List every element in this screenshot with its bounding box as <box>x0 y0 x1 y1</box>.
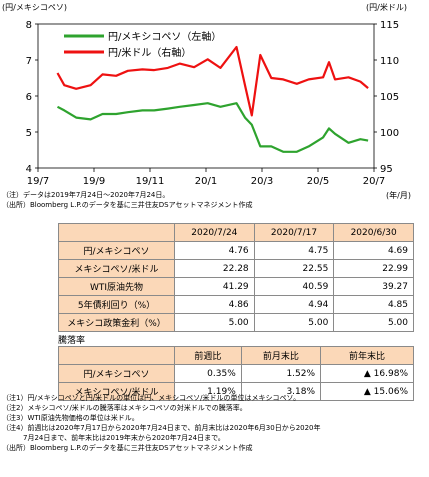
right-tick-label: 95 <box>380 164 393 175</box>
footnote-3: （注3）WTI原油先物価格の単位は米ドル。 <box>2 414 139 422</box>
table-cell: 39.27 <box>333 277 414 296</box>
footnote-1: （注1）円/メキシコペソと円/米ドルの単位は円、メキシコペソ/米ドルの単位はメキ… <box>2 394 301 402</box>
table-cell: 3.18% <box>240 382 322 401</box>
table-row: WTI原油先物 41.29 40.59 39.27 <box>58 277 414 296</box>
left-tick-label: 5 <box>26 128 32 139</box>
row-label: 円/メキシコペソ <box>58 364 175 383</box>
table-cell: 5.00 <box>253 313 335 332</box>
right-tick-label: 115 <box>380 20 399 31</box>
row-label: 円/メキシコペソ <box>58 241 175 260</box>
row-label: WTI原油先物 <box>58 277 175 296</box>
plot-frame <box>37 23 375 169</box>
row-label: メキシコ政策金利（%） <box>58 313 175 332</box>
row-label: 5年債利回り（%） <box>58 295 175 314</box>
table-header-blank <box>58 223 175 242</box>
row-label: メキシコペソ/米ドル <box>58 382 175 401</box>
left-tick-label: 6 <box>26 92 32 103</box>
market-data-table: 2020/7/24 2020/7/17 2020/6/30 円/メキシコペソ 4… <box>58 223 414 332</box>
right-tick-label: 110 <box>380 56 399 67</box>
x-tick-label: 19/11 <box>136 176 165 187</box>
usd-series-line <box>56 45 369 117</box>
left-tick-label: 8 <box>26 20 32 31</box>
table-header-cell: 前年末比 <box>320 346 414 365</box>
table-header-cell: 2020/6/30 <box>333 223 414 242</box>
row-label: メキシコペソ/米ドル <box>58 259 175 278</box>
legend: 円/メキシコペソ（左軸） 円/米ドル（右軸） <box>64 30 221 59</box>
table-header-cell: 前月末比 <box>240 346 322 365</box>
table-cell: 5.00 <box>333 313 414 332</box>
table-row: メキシコペソ/米ドル 1.19% 3.18% ▲ 15.06% <box>58 382 414 401</box>
table-row: 5年債利回り（%） 4.86 4.94 4.85 <box>58 295 414 314</box>
right-axis-unit: (円/米ドル) <box>366 2 407 12</box>
table-cell: 4.69 <box>333 241 414 260</box>
table-row: 円/メキシコペソ 4.76 4.75 4.69 <box>58 241 414 260</box>
table-header-cell: 2020/7/17 <box>253 223 335 242</box>
table-cell: 4.85 <box>333 295 414 314</box>
x-tick-label: 20/5 <box>307 176 329 187</box>
table-cell: 22.55 <box>253 259 335 278</box>
table-cell: ▲ 16.98% <box>320 364 414 383</box>
chart-note: （注）データは2019年7月24日～2020年7月24日。 <box>2 191 170 199</box>
footnote-4-cont: 7月24日まで、前年末比は2019年末から2020年7月24日まで。 <box>2 434 225 442</box>
x-tick-label: 20/1 <box>195 176 217 187</box>
left-axis-ticks: 4 5 6 7 8 <box>26 20 38 175</box>
change-rate-table: 前週比 前月末比 前年末比 円/メキシコペソ 0.35% 1.52% ▲ 16.… <box>58 346 414 401</box>
table-cell: ▲ 15.06% <box>320 382 414 401</box>
footnote-2: （注2）メキシコペソ/米ドルの騰落率はメキシコペソの対米ドルでの騰落率。 <box>2 404 247 412</box>
table-row: メキシコペソ/米ドル 22.28 22.55 22.99 <box>58 259 414 278</box>
table-cell: 4.86 <box>174 295 255 314</box>
peso-series-line <box>56 102 369 153</box>
footnote-source: （出所）Bloomberg L.P.のデータを基に三井住友DSアセットマネジメン… <box>2 444 253 452</box>
table-row: メキシコ政策金利（%） 5.00 5.00 5.00 <box>58 313 414 332</box>
x-tick-label: 19/9 <box>83 176 105 187</box>
table-header-cell: 前週比 <box>174 346 242 365</box>
x-axis-ticks: 19/7 19/9 19/11 20/1 20/3 20/5 20/7 <box>27 168 385 187</box>
change-rate-title: 騰落率 <box>58 336 86 346</box>
left-tick-label: 4 <box>26 164 32 175</box>
table-cell: 22.28 <box>174 259 255 278</box>
footnote-4: （注4）前週比は2020年7月17日から2020年7月24日まで、前月末比は20… <box>2 424 321 432</box>
right-tick-label: 105 <box>380 92 399 103</box>
table-header-cell: 2020/7/24 <box>174 223 255 242</box>
x-tick-label: 20/3 <box>251 176 273 187</box>
table-cell: 22.99 <box>333 259 414 278</box>
left-axis-unit: (円/メキシコペソ) <box>2 3 67 12</box>
table-cell: 5.00 <box>174 313 255 332</box>
table-row: 円/メキシコペソ 0.35% 1.52% ▲ 16.98% <box>58 364 414 383</box>
chart-source: （出所）Bloomberg L.P.のデータを基に三井住友DSアセットマネジメン… <box>2 201 253 209</box>
table-header-blank <box>58 346 175 365</box>
legend-peso-label: 円/メキシコペソ（左軸） <box>108 30 221 43</box>
table-cell: 0.35% <box>174 364 242 383</box>
table-cell: 1.52% <box>240 364 322 383</box>
table-cell: 1.19% <box>174 382 242 401</box>
right-axis-ticks: 95 100 105 110 115 <box>374 20 399 175</box>
legend-usd-label: 円/米ドル（右軸） <box>108 46 191 59</box>
table-cell: 4.75 <box>253 241 335 260</box>
series-layer <box>56 45 369 153</box>
x-tick-label: 19/7 <box>27 176 49 187</box>
x-axis-unit: (年/月) <box>386 190 411 200</box>
table-cell: 41.29 <box>174 277 255 296</box>
table-header-row: 前週比 前月末比 前年末比 <box>58 346 414 365</box>
table-header-row: 2020/7/24 2020/7/17 2020/6/30 <box>58 223 414 242</box>
left-tick-label: 7 <box>26 56 32 67</box>
x-tick-label: 20/7 <box>363 176 385 187</box>
table-cell: 40.59 <box>253 277 335 296</box>
table-cell: 4.94 <box>253 295 335 314</box>
right-tick-label: 100 <box>380 128 399 139</box>
table-cell: 4.76 <box>174 241 255 260</box>
